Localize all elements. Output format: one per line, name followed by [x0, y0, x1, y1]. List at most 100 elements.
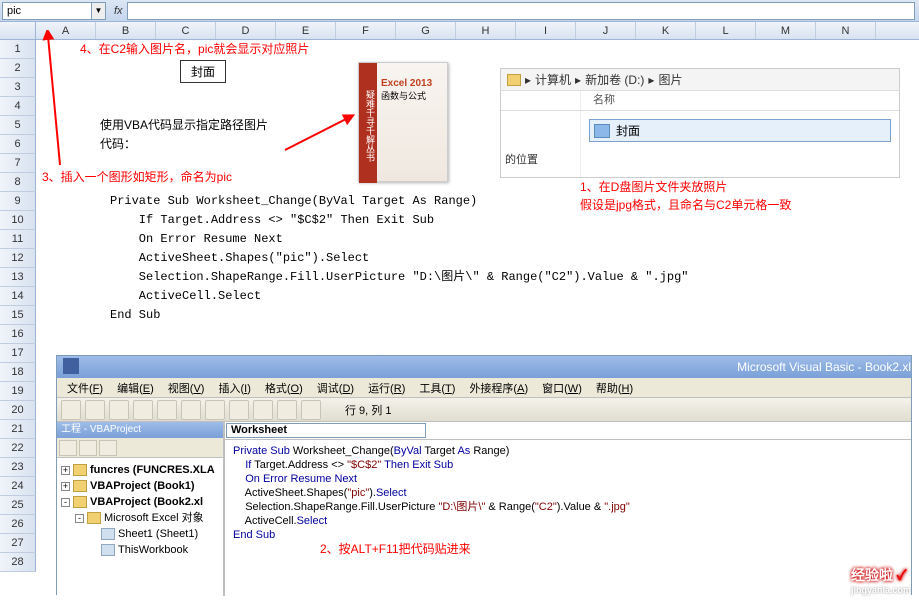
- explorer-file-item[interactable]: 封面: [589, 119, 891, 142]
- vbe-menu-item[interactable]: 工具(T): [413, 380, 461, 396]
- vbe-menubar[interactable]: 文件(F)编辑(E)视图(V)插入(I)格式(O)调试(D)运行(R)工具(T)…: [57, 378, 911, 398]
- row-header[interactable]: 25: [0, 496, 36, 515]
- row-header[interactable]: 5: [0, 116, 36, 135]
- row-header[interactable]: 6: [0, 135, 36, 154]
- vbe-titlebar[interactable]: Microsoft Visual Basic - Book2.xl: [57, 356, 911, 378]
- fx-icon[interactable]: fx: [114, 5, 123, 17]
- vbe-menu-item[interactable]: 格式(O): [259, 380, 309, 396]
- proj-view-button[interactable]: [79, 440, 97, 456]
- toolbar-button[interactable]: [157, 400, 177, 420]
- row-header[interactable]: 17: [0, 344, 36, 363]
- column-header[interactable]: I: [516, 22, 576, 39]
- vbe-project-toolbar[interactable]: [57, 438, 223, 458]
- vbe-toolbar[interactable]: 行 9, 列 1: [57, 398, 911, 422]
- column-header[interactable]: B: [96, 22, 156, 39]
- column-header[interactable]: M: [756, 22, 816, 39]
- row-header[interactable]: 20: [0, 401, 36, 420]
- tree-node[interactable]: -Microsoft Excel 对象: [61, 510, 219, 526]
- tree-expand-icon[interactable]: -: [75, 514, 84, 523]
- cell-c2-shape[interactable]: 封面: [180, 60, 226, 83]
- path-segment[interactable]: 计算机: [535, 71, 571, 88]
- vbe-code-body[interactable]: Private Sub Worksheet_Change(ByVal Targe…: [225, 440, 911, 546]
- formula-bar[interactable]: [127, 2, 915, 20]
- row-header[interactable]: 11: [0, 230, 36, 249]
- row-header[interactable]: 9: [0, 192, 36, 211]
- column-header[interactable]: J: [576, 22, 636, 39]
- vbe-code-pane[interactable]: Worksheet Private Sub Worksheet_Change(B…: [225, 422, 911, 596]
- row-header[interactable]: 3: [0, 78, 36, 97]
- name-box[interactable]: pic: [2, 2, 92, 20]
- proj-view-button[interactable]: [59, 440, 77, 456]
- toolbar-button[interactable]: [229, 400, 249, 420]
- tree-node[interactable]: -VBAProject (Book2.xl: [61, 494, 219, 510]
- row-header[interactable]: 28: [0, 553, 36, 572]
- column-header[interactable]: D: [216, 22, 276, 39]
- tree-node[interactable]: +funcres (FUNCRES.XLA: [61, 462, 219, 478]
- row-header[interactable]: 2: [0, 59, 36, 78]
- toolbar-button[interactable]: [181, 400, 201, 420]
- row-header[interactable]: 26: [0, 515, 36, 534]
- row-header[interactable]: 14: [0, 287, 36, 306]
- explorer-column-name[interactable]: 名称: [581, 91, 899, 110]
- tree-expand-icon[interactable]: -: [61, 498, 70, 507]
- row-header[interactable]: 27: [0, 534, 36, 553]
- path-segment[interactable]: 新加卷 (D:): [585, 71, 644, 88]
- row-header[interactable]: 24: [0, 477, 36, 496]
- toolbar-button[interactable]: [61, 400, 81, 420]
- column-header[interactable]: F: [336, 22, 396, 39]
- name-box-dropdown[interactable]: ▼: [92, 2, 106, 20]
- row-header[interactable]: 23: [0, 458, 36, 477]
- vbe-menu-item[interactable]: 编辑(E): [111, 380, 160, 396]
- tree-node[interactable]: ThisWorkbook: [61, 542, 219, 558]
- row-header[interactable]: 8: [0, 173, 36, 192]
- tree-expand-icon[interactable]: +: [61, 466, 70, 475]
- watermark-text: 经验啦: [851, 567, 893, 583]
- vbe-menu-item[interactable]: 运行(R): [362, 380, 411, 396]
- toolbar-button[interactable]: [253, 400, 273, 420]
- vbe-menu-item[interactable]: 插入(I): [212, 380, 256, 396]
- tree-node[interactable]: +VBAProject (Book1): [61, 478, 219, 494]
- folder-icon: [507, 74, 521, 86]
- column-header[interactable]: C: [156, 22, 216, 39]
- proj-view-button[interactable]: [99, 440, 117, 456]
- select-all-corner[interactable]: [0, 22, 36, 39]
- path-segment[interactable]: 图片: [658, 71, 682, 88]
- vbe-menu-item[interactable]: 文件(F): [61, 380, 109, 396]
- toolbar-button[interactable]: [277, 400, 297, 420]
- row-header[interactable]: 22: [0, 439, 36, 458]
- row-header[interactable]: 21: [0, 420, 36, 439]
- toolbar-button[interactable]: [109, 400, 129, 420]
- toolbar-button[interactable]: [133, 400, 153, 420]
- row-header[interactable]: 18: [0, 363, 36, 382]
- vbe-menu-item[interactable]: 视图(V): [162, 380, 211, 396]
- explorer-breadcrumb[interactable]: ▸ 计算机 ▸ 新加卷 (D:) ▸ 图片: [501, 69, 899, 91]
- vbe-menu-item[interactable]: 窗口(W): [536, 380, 588, 396]
- column-header[interactable]: N: [816, 22, 876, 39]
- row-header[interactable]: 10: [0, 211, 36, 230]
- row-header[interactable]: 13: [0, 268, 36, 287]
- row-header[interactable]: 16: [0, 325, 36, 344]
- tree-expand-icon[interactable]: +: [61, 482, 70, 491]
- column-header[interactable]: G: [396, 22, 456, 39]
- watermark: 经验啦 ✓ jingyanla.com: [851, 565, 911, 595]
- row-header[interactable]: 1: [0, 40, 36, 59]
- tree-node[interactable]: Sheet1 (Sheet1): [61, 526, 219, 542]
- column-header[interactable]: L: [696, 22, 756, 39]
- toolbar-button[interactable]: [301, 400, 321, 420]
- vbe-object-combo[interactable]: Worksheet: [226, 423, 426, 438]
- toolbar-button[interactable]: [205, 400, 225, 420]
- vbe-menu-item[interactable]: 外接程序(A): [463, 380, 534, 396]
- row-header[interactable]: 19: [0, 382, 36, 401]
- column-header[interactable]: H: [456, 22, 516, 39]
- picture-shape[interactable]: 疑难千寻千解丛书 Excel 2013 函数与公式: [358, 62, 448, 182]
- row-header[interactable]: 7: [0, 154, 36, 173]
- toolbar-button[interactable]: [85, 400, 105, 420]
- vbe-project-tree[interactable]: +funcres (FUNCRES.XLA+VBAProject (Book1)…: [57, 458, 223, 562]
- column-header[interactable]: K: [636, 22, 696, 39]
- vbe-menu-item[interactable]: 帮助(H): [590, 380, 639, 396]
- vbe-menu-item[interactable]: 调试(D): [311, 380, 360, 396]
- row-header[interactable]: 15: [0, 306, 36, 325]
- column-header[interactable]: E: [276, 22, 336, 39]
- row-header[interactable]: 12: [0, 249, 36, 268]
- row-header[interactable]: 4: [0, 97, 36, 116]
